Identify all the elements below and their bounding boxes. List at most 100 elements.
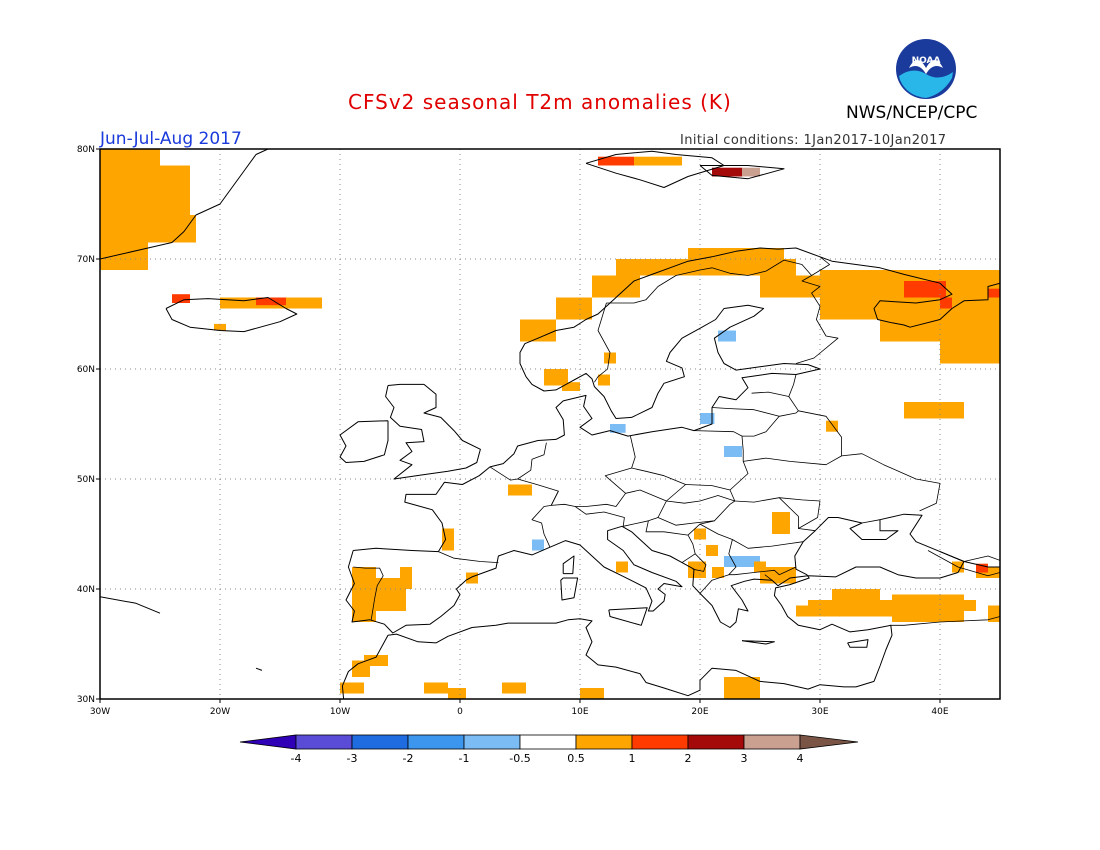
- colorbar-label: -4: [291, 752, 302, 765]
- anomaly-cell: [466, 572, 478, 584]
- colorbar-label: 1: [629, 752, 636, 765]
- anomaly-cell: [904, 281, 946, 298]
- anomaly-cells: [100, 149, 1000, 699]
- country-border: [890, 616, 1000, 626]
- anomaly-cell: [598, 374, 610, 386]
- colorbar-label: 4: [797, 752, 804, 765]
- anomaly-cell: [754, 561, 766, 573]
- colorbar-label: -2: [403, 752, 414, 765]
- anomaly-cell: [634, 156, 682, 166]
- country-border: [623, 517, 659, 527]
- lat-label: 40N: [77, 585, 95, 595]
- country-border: [594, 302, 611, 383]
- anomaly-cell: [700, 413, 715, 424]
- country-border: [788, 374, 797, 397]
- country-border: [798, 410, 842, 456]
- lon-label: 40E: [931, 707, 948, 717]
- anomaly-cell: [424, 682, 448, 694]
- country-borders: [353, 256, 1000, 626]
- anomaly-cell: [580, 688, 604, 699]
- anomaly-cell: [832, 589, 880, 600]
- anomaly-cell: [616, 259, 796, 276]
- lon-label: 0: [457, 707, 463, 717]
- anomaly-cell: [100, 165, 190, 215]
- country-border: [517, 442, 547, 480]
- country-border: [438, 551, 499, 563]
- anomaly-cell: [772, 512, 790, 534]
- country-border: [699, 523, 737, 594]
- anomaly-cell: [688, 248, 784, 259]
- country-border: [751, 391, 799, 412]
- country-border: [861, 519, 881, 524]
- colorbar-label: 0.5: [567, 752, 585, 765]
- season-label: Jun-Jul-Aug 2017: [100, 129, 242, 149]
- anomaly-cell: [448, 688, 466, 699]
- colorbar-segment: [351, 734, 409, 750]
- anomaly-cell: [718, 330, 736, 342]
- anomaly-cell: [502, 682, 526, 694]
- longitude-labels: 30W 20W 10W 0 10E 20E 30E 40E: [90, 699, 949, 717]
- anomaly-cell: [892, 594, 964, 622]
- coastline: [608, 607, 648, 626]
- anomaly-cell: [598, 156, 634, 166]
- colorbar-arrow-high: [799, 734, 859, 750]
- colorbar-label: -1: [459, 752, 470, 765]
- coastline: [341, 618, 875, 699]
- anomaly-cell: [532, 539, 544, 551]
- lon-label: 20E: [691, 707, 708, 717]
- colorbar: -4 -3 -2 -1 -0.5 0.5 1 2 3 4: [239, 734, 859, 765]
- agency-label: NWS/NCEP/CPC: [846, 103, 978, 123]
- coastline: [274, 711, 298, 718]
- anomaly-cell: [100, 215, 148, 270]
- country-border: [963, 555, 1000, 562]
- anomaly-cell: [364, 655, 388, 666]
- coastline: [562, 555, 575, 575]
- coastline: [165, 297, 298, 333]
- noaa-logo: NOAA: [895, 38, 957, 100]
- anomaly-cell: [712, 167, 742, 177]
- colorbar-segment: [743, 734, 801, 750]
- country-border: [927, 550, 1000, 577]
- lon-label: 10W: [330, 707, 350, 717]
- anomaly-cell: [256, 297, 286, 306]
- lat-label: 70N: [77, 255, 95, 265]
- country-border: [734, 497, 816, 532]
- coastline: [345, 513, 965, 682]
- anomaly-cell: [706, 545, 718, 556]
- anomaly-cell: [148, 215, 196, 243]
- coastline: [699, 165, 785, 180]
- anomaly-cell: [592, 275, 640, 298]
- colorbar-segment: [687, 734, 745, 750]
- colorbar-segment: [463, 734, 521, 750]
- lat-label: 60N: [77, 365, 95, 375]
- anomaly-cell: [556, 297, 592, 320]
- anomaly-cell: [940, 341, 1000, 364]
- anomaly-cell: [940, 297, 952, 309]
- country-border: [657, 500, 736, 526]
- anomaly-cell: [742, 167, 760, 177]
- latitude-labels: 80N 70N 60N 50N 40N 30N: [77, 145, 100, 705]
- graticule: [100, 149, 1000, 699]
- anomaly-cell: [610, 424, 626, 433]
- lat-label: 30N: [77, 695, 95, 705]
- colorbar-segment: [407, 734, 465, 750]
- anomaly-cell: [712, 567, 724, 578]
- colorbar-label: 3: [741, 752, 748, 765]
- country-border: [743, 453, 863, 466]
- coastline: [353, 247, 1000, 553]
- country-border: [692, 553, 707, 572]
- lon-label: 30W: [90, 707, 110, 717]
- country-border: [666, 484, 736, 504]
- coastline: [255, 667, 263, 671]
- anomaly-cell: [616, 561, 628, 573]
- coastline: [847, 639, 869, 648]
- colorbar-label: -0.5: [509, 752, 530, 765]
- country-border: [779, 497, 821, 529]
- anomaly-cell: [880, 319, 1000, 342]
- anomaly-cell: [562, 382, 580, 391]
- lon-label: 10E: [571, 707, 588, 717]
- lon-label: 30E: [811, 707, 828, 717]
- country-border: [732, 539, 804, 549]
- coastline: [339, 420, 389, 463]
